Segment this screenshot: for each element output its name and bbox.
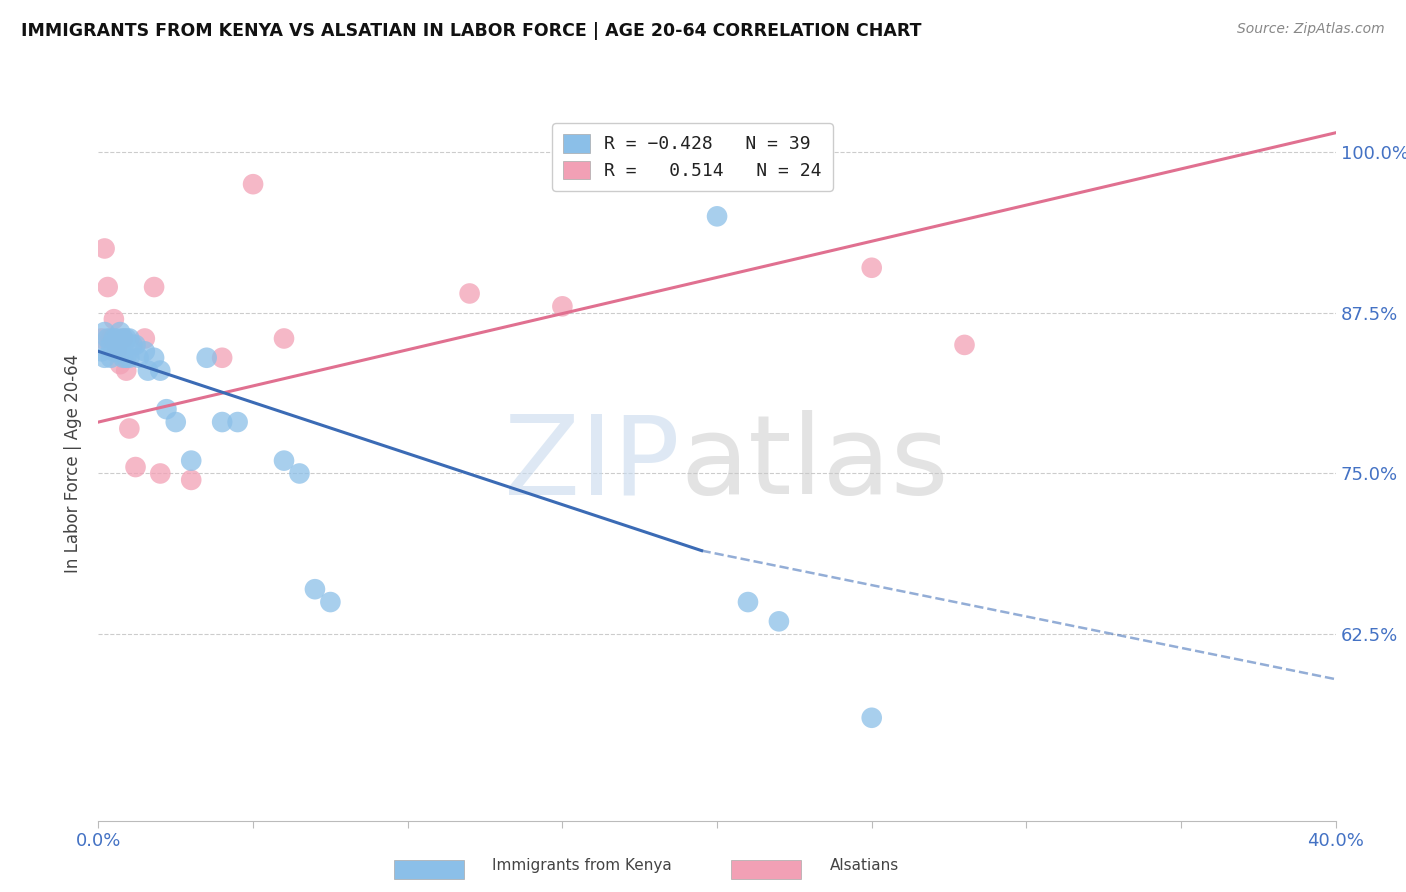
Point (180, 473, 202, 487)
Point (100, 338, 122, 352)
Point (93, 325, 115, 339)
Point (100, 351, 122, 365)
Point (768, 615, 790, 629)
Point (97, 331, 120, 345)
Point (103, 312, 125, 326)
Point (143, 351, 166, 365)
Point (860, 711, 883, 725)
Point (124, 338, 146, 352)
Point (105, 344, 128, 359)
Point (115, 351, 138, 365)
Point (118, 331, 141, 345)
Point (273, 331, 295, 345)
Text: atlas: atlas (681, 410, 949, 517)
Point (149, 467, 172, 481)
Point (108, 344, 131, 359)
Point (134, 344, 156, 359)
Point (143, 280, 166, 294)
Point (105, 331, 128, 345)
Text: ZIP: ZIP (505, 410, 681, 517)
Point (288, 467, 311, 481)
Point (860, 260, 883, 275)
Point (211, 351, 233, 365)
Point (551, 299, 574, 313)
Point (211, 415, 233, 429)
Point (108, 325, 131, 339)
Point (97, 280, 120, 294)
Point (93, 242, 115, 256)
Point (155, 402, 177, 417)
Point (108, 357, 131, 371)
Point (128, 351, 150, 365)
Legend: R = −0.428   N = 39, R =   0.514   N = 24: R = −0.428 N = 39, R = 0.514 N = 24 (553, 123, 832, 191)
Point (121, 338, 143, 352)
Point (103, 344, 125, 359)
Point (180, 453, 202, 467)
Point (103, 331, 125, 345)
FancyBboxPatch shape (731, 860, 801, 879)
Point (737, 595, 759, 609)
Point (115, 331, 138, 345)
Point (105, 344, 128, 359)
Point (149, 363, 172, 377)
Point (706, 210, 728, 224)
Y-axis label: In Labor Force | Age 20-64: In Labor Force | Age 20-64 (65, 354, 83, 574)
Point (112, 331, 135, 345)
Point (136, 363, 159, 377)
Point (304, 582, 326, 597)
Point (118, 351, 141, 365)
Point (90, 331, 112, 345)
Point (165, 415, 187, 429)
Point (115, 363, 138, 377)
Point (100, 331, 122, 345)
Point (458, 286, 481, 301)
Point (195, 351, 218, 365)
Text: Alsatians: Alsatians (830, 858, 898, 872)
FancyBboxPatch shape (394, 860, 464, 879)
Point (124, 460, 146, 475)
Point (953, 338, 976, 352)
Point (226, 415, 249, 429)
Point (319, 595, 342, 609)
Text: Immigrants from Kenya: Immigrants from Kenya (492, 858, 672, 872)
Point (242, 177, 264, 191)
Text: IMMIGRANTS FROM KENYA VS ALSATIAN IN LABOR FORCE | AGE 20-64 CORRELATION CHART: IMMIGRANTS FROM KENYA VS ALSATIAN IN LAB… (21, 22, 921, 40)
Text: Source: ZipAtlas.com: Source: ZipAtlas.com (1237, 22, 1385, 37)
Point (273, 453, 295, 467)
Point (112, 331, 135, 345)
Point (90, 344, 112, 359)
Point (118, 421, 141, 435)
Point (93, 351, 115, 365)
Point (134, 331, 156, 345)
Point (112, 351, 135, 365)
